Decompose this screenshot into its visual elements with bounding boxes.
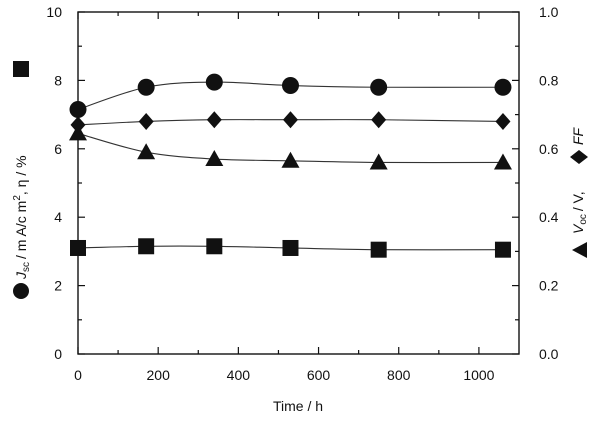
y-right-tick-label: 0.0 xyxy=(539,346,559,362)
diamond-marker xyxy=(371,111,387,129)
x-axis-title: Time / h xyxy=(273,398,323,414)
square-legend-marker xyxy=(13,61,29,77)
triangle-legend-marker xyxy=(572,242,587,258)
jsc-symbol: J xyxy=(13,271,29,280)
square-marker xyxy=(206,238,223,255)
square-marker xyxy=(494,241,511,258)
diamond-marker xyxy=(282,111,298,129)
square-marker xyxy=(282,239,299,256)
jsc-units: / m A/c m xyxy=(13,201,29,259)
y-left-tick-label: 2 xyxy=(54,278,62,294)
voc-sub: oc xyxy=(578,214,589,225)
circle-marker xyxy=(281,77,299,95)
x-tick-label: 800 xyxy=(387,367,411,383)
circle-marker xyxy=(370,78,388,96)
y-left-tick-label: 10 xyxy=(46,4,62,20)
y-left-tick-label: 8 xyxy=(54,72,62,88)
circle-legend-marker xyxy=(13,283,29,299)
jsc-sup: 2 xyxy=(12,195,23,201)
y-axis-right-title: Voc / V, FF xyxy=(570,126,589,258)
plot-frame xyxy=(77,11,520,355)
square-marker xyxy=(70,239,86,256)
diamond-marker xyxy=(495,112,511,130)
y-right-tick-label: 0.2 xyxy=(539,278,559,294)
circle-marker xyxy=(494,78,512,96)
square-marker xyxy=(370,241,387,258)
square-marker xyxy=(138,238,155,255)
y-right-tick-label: 0.6 xyxy=(539,141,559,157)
voc-units: / V, xyxy=(570,191,586,211)
x-tick-label: 200 xyxy=(147,367,171,383)
y-left-tick-label: 6 xyxy=(54,141,62,157)
x-tick-label: 600 xyxy=(307,367,331,383)
diamond-marker xyxy=(138,112,154,130)
ff-label: FF xyxy=(570,126,586,145)
circle-marker xyxy=(205,73,223,91)
axis-ticks xyxy=(77,11,519,355)
diamond-marker xyxy=(206,111,222,129)
x-tick-label: 0 xyxy=(74,367,82,383)
y-right-tick-label: 0.8 xyxy=(539,72,559,88)
y-right-tick-label: 0.4 xyxy=(539,209,559,225)
circle-marker xyxy=(69,100,87,118)
jsc-sub: sc xyxy=(21,262,32,272)
svg-text:Voc/ V,: Voc / V, xyxy=(570,191,589,234)
triangle-marker xyxy=(369,153,388,170)
y-right-tick-label: 1.0 xyxy=(539,4,559,20)
diamond-legend-marker xyxy=(570,150,588,164)
voc-symbol: V xyxy=(570,223,586,234)
triangle-marker xyxy=(281,151,300,168)
svg-text:Jsc/ m A/c m2, η / %: Jsc / m A/c m2, η / % xyxy=(12,155,32,280)
triangle-marker xyxy=(493,153,512,170)
triangle-marker xyxy=(137,143,156,160)
triangle-marker xyxy=(69,124,87,141)
x-tick-label: 400 xyxy=(227,367,251,383)
y-left-tick-label: 0 xyxy=(54,346,62,362)
triangle-marker xyxy=(205,150,224,167)
x-tick-label: 1000 xyxy=(463,367,494,383)
circle-marker xyxy=(137,78,155,96)
eta-label: , η / % xyxy=(13,155,29,195)
y-axis-left-title: Jsc / m A/c m2, η / % xyxy=(12,61,32,299)
data-markers xyxy=(69,73,512,258)
tick-labels: 0 200 400 600 800 1000 0 2 4 6 8 10 0.0 0.2 0.4 0.6 0.8 1… xyxy=(46,4,558,383)
y-left-tick-label: 4 xyxy=(54,209,62,225)
